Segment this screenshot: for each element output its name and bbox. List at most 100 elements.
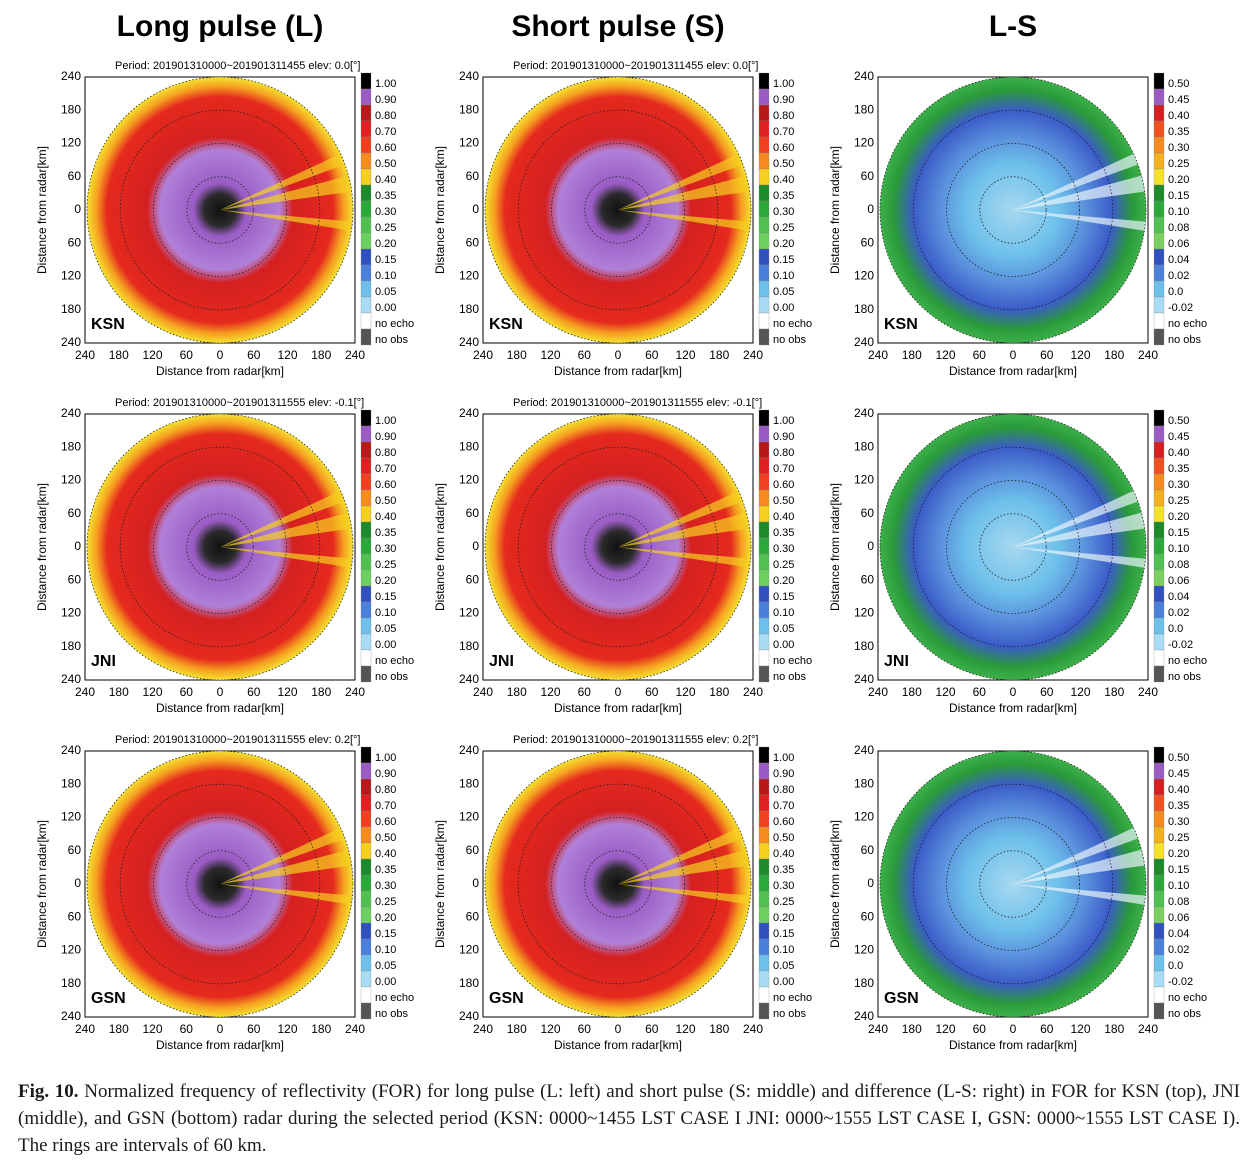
y-tick-label: 240 (61, 69, 81, 83)
x-tick-label: 0 (615, 348, 622, 362)
range-ring (153, 817, 287, 951)
colorbar-swatch (360, 922, 372, 940)
colorbar-swatch (1153, 136, 1165, 154)
colorbar-label: 0.20 (773, 238, 794, 250)
colorbar-label: 0.35 (375, 527, 396, 539)
beam-wedge (1013, 512, 1145, 547)
x-tick-label: 180 (902, 685, 922, 699)
colorbar-label: 0.25 (773, 559, 794, 571)
caption: Fig. 10. Normalized frequency of reflect… (18, 1078, 1240, 1159)
colorbar-swatch (360, 168, 372, 186)
y-tick-label: 0 (74, 539, 81, 553)
colorbar-label: 0.30 (773, 543, 794, 555)
colorbar-swatch (1153, 441, 1165, 459)
colorbar-label: 0.0 (1168, 623, 1183, 635)
x-tick-label: 240 (75, 348, 95, 362)
range-ring (879, 76, 1147, 344)
colorbar-swatch (758, 312, 770, 330)
beam-wedge (220, 490, 345, 547)
colorbar-swatch (758, 473, 770, 491)
x-tick-label: 120 (540, 685, 560, 699)
y-tick-label: 120 (61, 606, 81, 620)
colorbar-label: 0.80 (773, 110, 794, 122)
y-tick-label: 60 (68, 843, 82, 857)
x-axis-label: Distance from radar[km] (156, 364, 284, 378)
colorbar-label: 0.70 (375, 800, 396, 812)
colorbar-swatch (360, 184, 372, 202)
x-tick-label: 60 (1040, 1022, 1054, 1036)
colorbar-label: 1.00 (375, 752, 396, 764)
colorbar-label: 0.35 (1168, 800, 1189, 812)
y-tick-label: 240 (854, 1009, 874, 1023)
y-tick-label: 180 (61, 302, 81, 316)
colorbar-label: 0.20 (375, 238, 396, 250)
colorbar-label: 0.15 (1168, 190, 1189, 202)
y-tick-label: 180 (459, 976, 479, 990)
range-ring (551, 480, 685, 614)
x-tick-label: 120 (142, 685, 162, 699)
x-axis-label: Distance from radar[km] (156, 701, 284, 715)
x-tick-label: 180 (507, 1022, 527, 1036)
colorbar-swatch (758, 569, 770, 587)
colorbar-swatch (758, 826, 770, 844)
colorbar-swatch (758, 200, 770, 218)
colorbar-label: -0.02 (1168, 639, 1193, 651)
colorbar-label: 0.25 (1168, 158, 1189, 170)
colorbar-swatch (1153, 505, 1165, 523)
colorbar-label: 0.90 (375, 768, 396, 780)
beam-wedge (618, 849, 750, 884)
colorbar-label: 1.00 (375, 78, 396, 90)
colorbar-swatch (758, 585, 770, 603)
y-tick-label: 180 (459, 639, 479, 653)
y-axis-label: Distance from radar[km] (828, 146, 842, 274)
colorbar-swatch (758, 152, 770, 170)
panel-header: Period: 201901310000~201901311555 elev: … (513, 734, 759, 746)
x-tick-label: 120 (142, 1022, 162, 1036)
beam-wedge (618, 153, 743, 210)
range-ring (584, 850, 652, 918)
colorbar-label: 0.15 (375, 591, 396, 603)
x-tick-label: 180 (507, 348, 527, 362)
beam-wedge (220, 512, 352, 547)
colorbar-swatch (758, 296, 770, 314)
colorbar-swatch (360, 280, 372, 298)
colorbar-label: 0.70 (773, 800, 794, 812)
x-tick-label: 120 (1070, 1022, 1090, 1036)
colorbar-swatch (360, 906, 372, 924)
beam-wedge (220, 210, 353, 231)
colorbar-swatch (758, 778, 770, 796)
station-label: GSN (91, 990, 126, 1007)
colorbar-swatch (758, 104, 770, 122)
y-tick-label: 240 (854, 743, 874, 757)
colorbar-label: no obs (1168, 334, 1202, 346)
colorbar-label: 0.15 (1168, 864, 1189, 876)
colorbar-swatch (360, 328, 372, 346)
colorbar-swatch (1153, 762, 1165, 780)
colorbar-label: 0.40 (773, 848, 794, 860)
y-tick-label: 240 (61, 335, 81, 349)
colorbar-label: 0.04 (1168, 928, 1189, 940)
colorbar-label: -0.02 (1168, 976, 1193, 988)
station-label: GSN (884, 990, 919, 1007)
y-tick-label: 240 (459, 406, 479, 420)
colorbar-swatch (1153, 457, 1165, 475)
y-tick-label: 60 (68, 169, 82, 183)
colorbar-label: 0.70 (773, 463, 794, 475)
beam-wedge (618, 490, 743, 547)
colorbar-label: 0.25 (375, 559, 396, 571)
colorbar-label: 0.40 (375, 848, 396, 860)
colorbar-label: 0.05 (773, 623, 794, 635)
colorbar-swatch (758, 120, 770, 138)
figure: Long pulse (L) Short pulse (S) L-S Period: … (35, 10, 1207, 1052)
x-tick-label: 60 (578, 685, 592, 699)
y-tick-label: 240 (61, 672, 81, 686)
x-tick-label: 240 (75, 1022, 95, 1036)
colorbar-label: 0.00 (773, 302, 794, 314)
y-axis-label: Distance from radar[km] (433, 820, 447, 948)
colorbar-swatch (360, 537, 372, 555)
beam-wedge (618, 175, 750, 210)
x-axis-label: Distance from radar[km] (949, 364, 1077, 378)
colorbar-label: 0.35 (773, 190, 794, 202)
x-tick-label: 60 (1040, 348, 1054, 362)
